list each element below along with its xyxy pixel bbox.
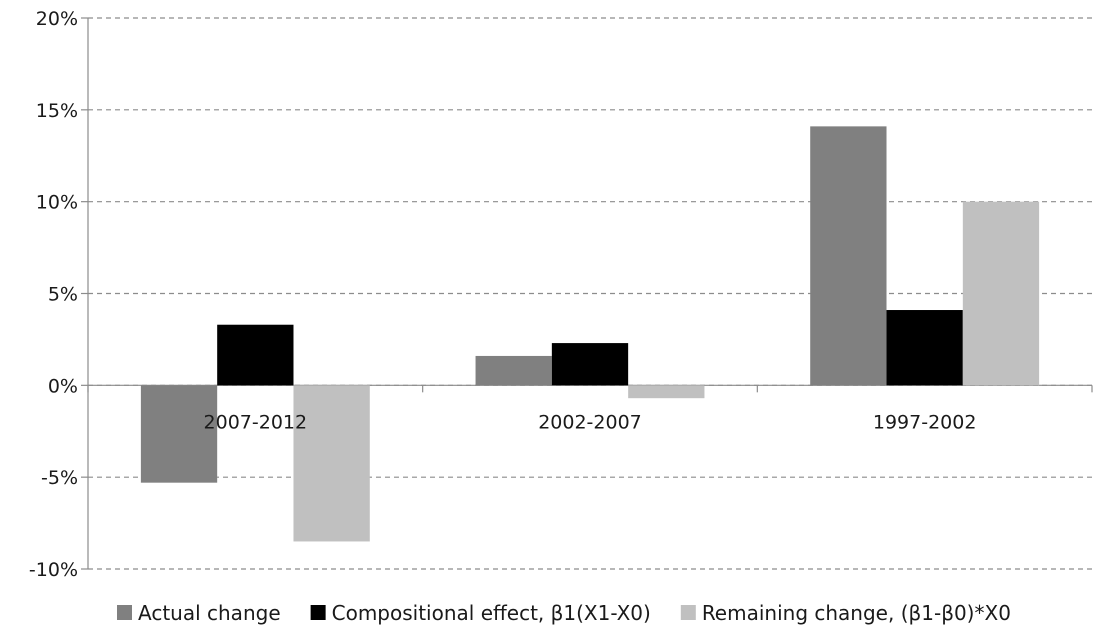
bar xyxy=(140,385,218,483)
legend-label: Compositional effect, β1(X1-X0) xyxy=(332,601,651,625)
y-tick-label: 0% xyxy=(48,375,78,397)
bar xyxy=(962,201,1040,386)
axes: -10% -5% 0% 5% 10% 15% 20% xyxy=(29,8,1093,581)
legend-swatch xyxy=(117,605,132,620)
bars xyxy=(140,126,1040,542)
bar xyxy=(217,324,294,386)
legend-label: Actual change xyxy=(138,601,281,625)
y-tick-label: 20% xyxy=(36,8,78,30)
legend-swatch xyxy=(310,605,326,620)
legend-label: Remaining change, (β1-β0)*X0 xyxy=(702,601,1011,625)
category-label: 1997-2002 xyxy=(873,411,977,433)
category-labels: 2007-2012 2002-2007 1997-2002 xyxy=(204,411,977,433)
bar xyxy=(886,310,963,386)
y-tick-label: -5% xyxy=(41,467,78,489)
y-tick-label: 5% xyxy=(48,284,78,306)
y-tick-label: 15% xyxy=(36,100,78,122)
y-tick-label: 10% xyxy=(36,192,78,214)
legend-swatch xyxy=(680,605,696,620)
gridlines xyxy=(88,17,1092,570)
bar xyxy=(628,385,705,399)
bar xyxy=(551,343,629,386)
category-label: 2002-2007 xyxy=(538,411,642,433)
bar xyxy=(293,385,370,542)
bar xyxy=(810,126,887,386)
legend: Actual change Compositional effect, β1(X1… xyxy=(117,601,1011,625)
category-label: 2007-2012 xyxy=(204,411,308,433)
y-tick-label: -10% xyxy=(29,559,78,581)
bar xyxy=(475,355,552,386)
